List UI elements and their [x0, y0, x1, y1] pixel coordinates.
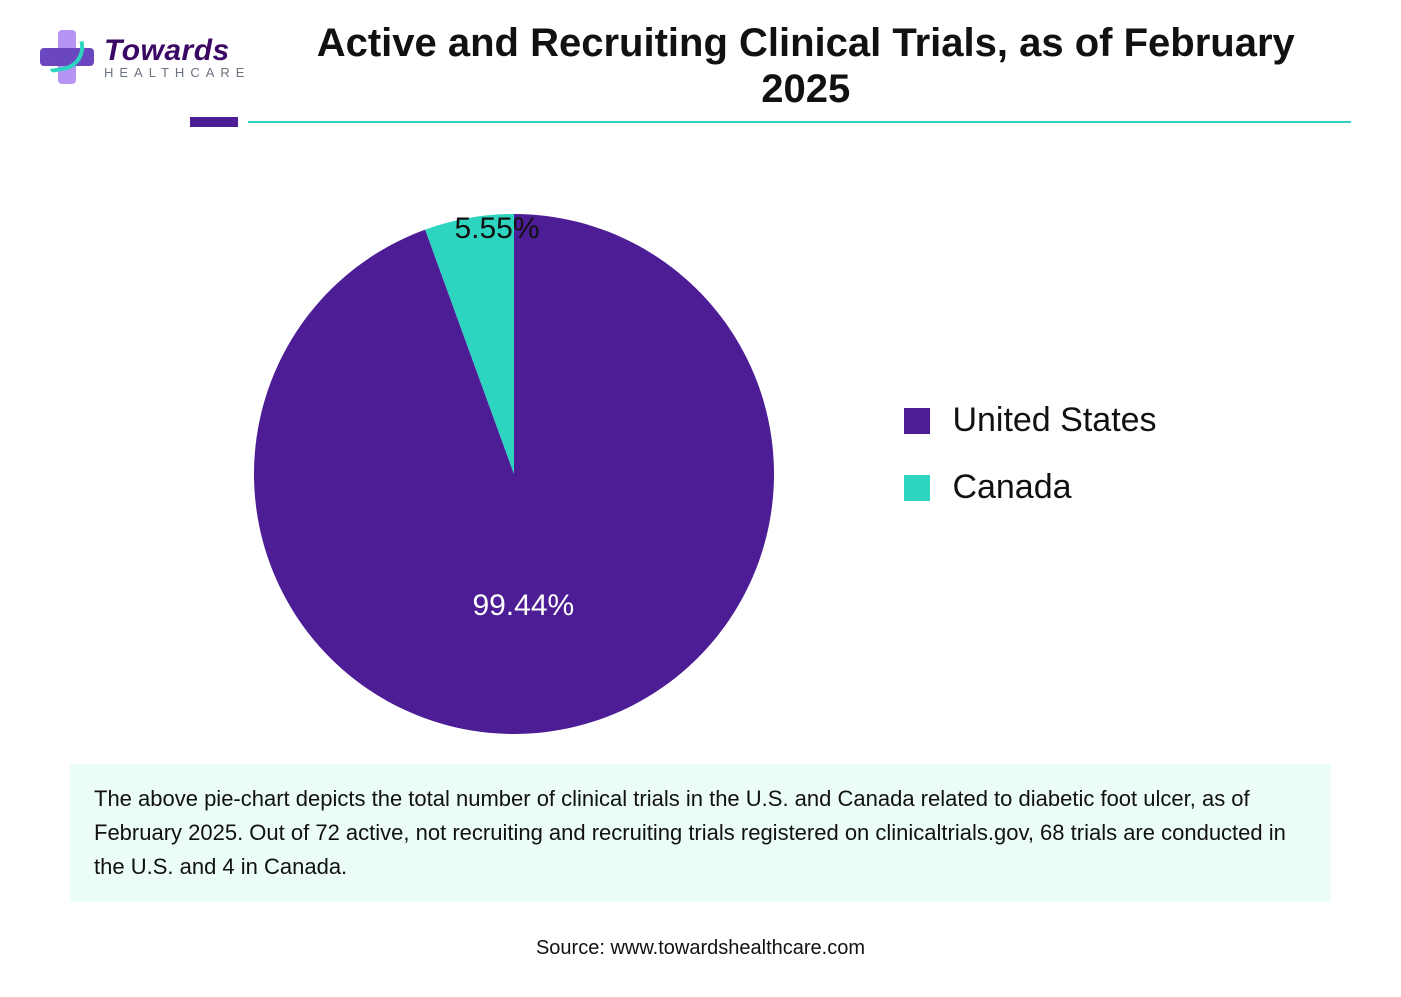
legend-swatch — [904, 475, 930, 501]
legend-swatch — [904, 408, 930, 434]
legend-label: Canada — [952, 468, 1071, 507]
legend-item-us: United States — [904, 401, 1156, 440]
pie-chart: 5.55% 99.44% — [244, 184, 784, 724]
legend: United States Canada — [904, 373, 1156, 535]
header: Towards HEALTHCARE Active and Recruiting… — [0, 0, 1401, 112]
page-title: Active and Recruiting Clinical Trials, a… — [270, 20, 1341, 112]
brand-logo: Towards HEALTHCARE — [40, 30, 250, 84]
slice-label-us: 99.44% — [472, 589, 574, 623]
source-text: Source: www.towardshealthcare.com — [0, 937, 1401, 960]
logo-main-text: Towards — [104, 36, 250, 66]
chart-area: 5.55% 99.44% United States Canada — [0, 184, 1401, 724]
logo-icon — [40, 30, 94, 84]
slice-label-canada: 5.55% — [454, 212, 539, 246]
header-rule — [190, 120, 1351, 124]
legend-item-canada: Canada — [904, 468, 1156, 507]
description-box: The above pie-chart depicts the total nu… — [70, 764, 1331, 902]
logo-sub-text: HEALTHCARE — [104, 66, 250, 79]
legend-label: United States — [952, 401, 1156, 440]
